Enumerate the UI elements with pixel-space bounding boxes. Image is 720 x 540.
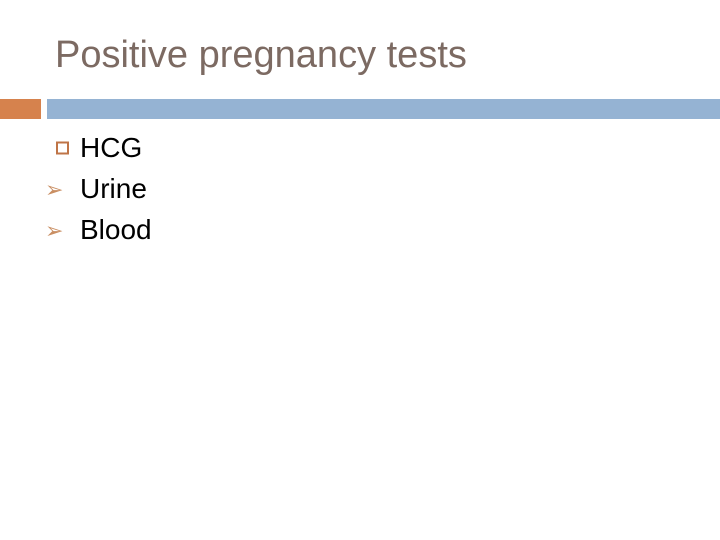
list-item: HCG	[0, 127, 720, 168]
list-item: ➢ Urine	[0, 168, 720, 209]
bullet-label: Urine	[80, 172, 147, 204]
divider-orange-block	[0, 99, 41, 119]
bullet-list: HCG ➢ Urine ➢ Blood	[0, 127, 720, 250]
divider-band	[0, 99, 720, 119]
bullet-label: HCG	[80, 131, 143, 163]
arrowhead-bullet-icon: ➢	[45, 176, 64, 202]
list-item: ➢ Blood	[0, 209, 720, 250]
divider-blue-bar	[47, 99, 720, 119]
arrowhead-bullet-icon: ➢	[45, 217, 64, 243]
square-outline-bullet-icon	[56, 141, 69, 154]
bullet-label: Blood	[80, 213, 152, 245]
slide-title: Positive pregnancy tests	[55, 34, 467, 76]
